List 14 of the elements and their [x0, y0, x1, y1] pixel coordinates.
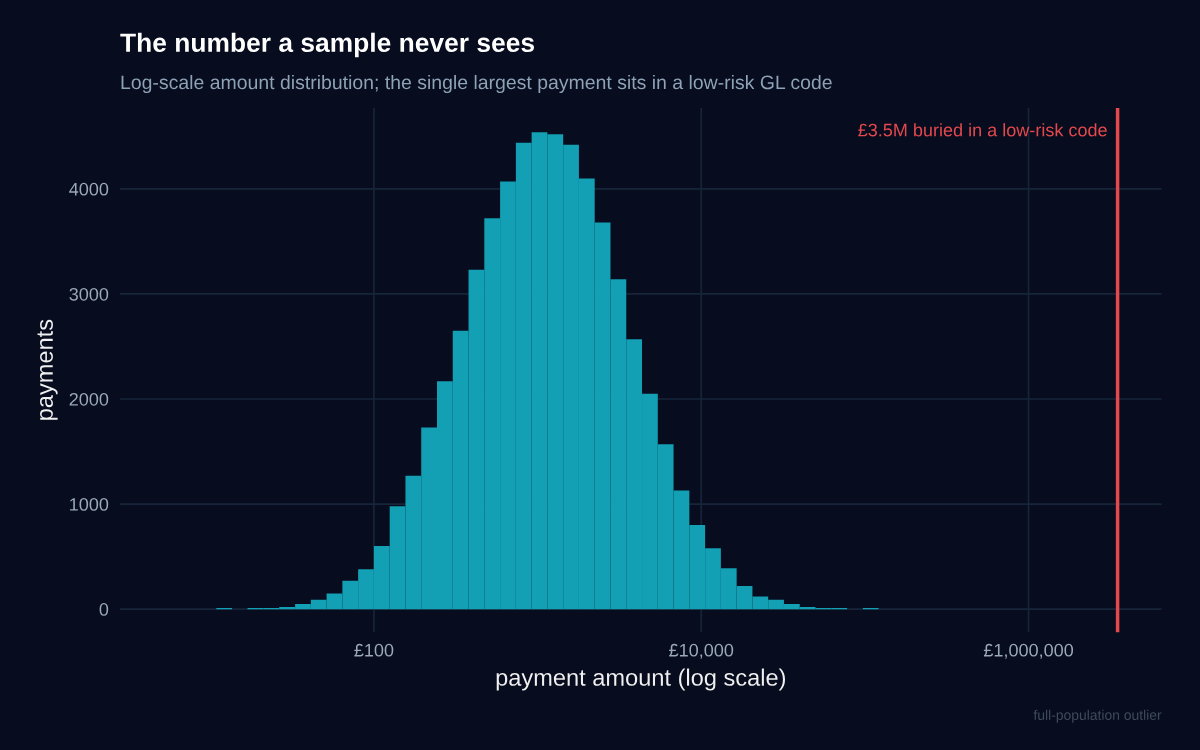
y-axis-title: payments [37, 319, 58, 420]
chart-title: The number a sample never sees [120, 32, 534, 58]
x-tick-label: £100 [354, 643, 394, 657]
text: full-population outlier [1033, 709, 1162, 723]
ref-line-label: £3.5M buried in a low-risk code [858, 123, 1107, 137]
x-tick-label: £1,000,000 [983, 643, 1074, 659]
y-tick-label: 4000 [69, 182, 109, 196]
y-tick-label: 3000 [69, 287, 109, 301]
y-tick-label: 1000 [70, 498, 109, 511]
y-tick-label: 0 [99, 603, 109, 616]
chart-subtitle: Log-scale amount distribution; the single largest payment sits in a low-risk GL code [121, 74, 832, 94]
y-tick-label: 2000 [69, 392, 109, 406]
x-tick-label: £10,000 [669, 643, 734, 659]
x-axis-title: payment amount (log scale) [496, 668, 786, 691]
